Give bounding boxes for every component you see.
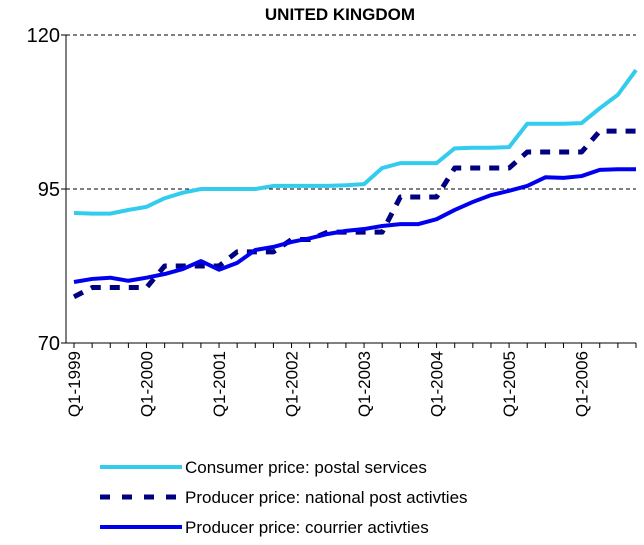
y-tick-label: 120 bbox=[27, 25, 60, 47]
x-tick-label: Q1-1999 bbox=[65, 351, 84, 417]
x-tick-label: Q1-2002 bbox=[283, 351, 302, 417]
y-tick-label: 70 bbox=[38, 333, 60, 355]
legend-label: Consumer price: postal services bbox=[185, 458, 427, 477]
chart-title: UNITED KINGDOM bbox=[265, 5, 415, 24]
series-line bbox=[73, 167, 636, 284]
x-tick-label: Q1-2001 bbox=[210, 351, 229, 417]
x-tick-label: Q1-2000 bbox=[138, 351, 157, 417]
x-tick-label: Q1-2006 bbox=[573, 351, 592, 417]
series-line bbox=[73, 68, 638, 216]
x-tick-label: Q1-2004 bbox=[428, 351, 447, 417]
series-line bbox=[72, 128, 636, 300]
legend-label: Producer price: courrier activties bbox=[185, 518, 429, 537]
x-tick-label: Q1-2003 bbox=[355, 351, 374, 417]
y-tick-label: 95 bbox=[38, 179, 60, 201]
x-tick-label: Q1-2005 bbox=[500, 351, 519, 417]
legend-label: Producer price: national post activties bbox=[185, 488, 468, 507]
